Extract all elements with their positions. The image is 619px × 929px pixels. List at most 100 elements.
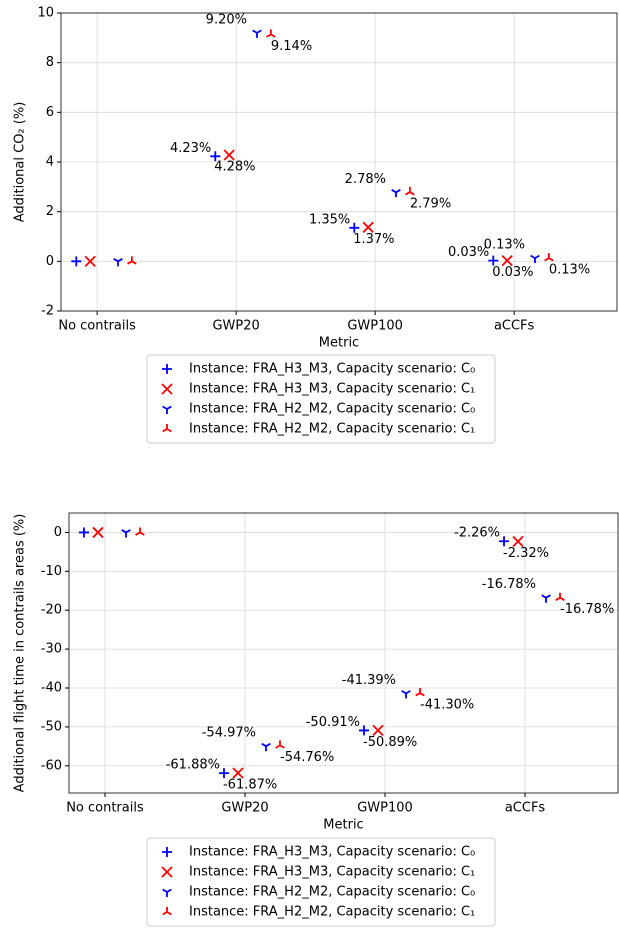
legend-label: Instance: FRA_H3_M3, Capacity scenario: … — [189, 845, 475, 860]
marker — [401, 690, 411, 699]
data-label: -41.30% — [420, 698, 474, 713]
legend-label: Instance: FRA_H3_M3, Capacity scenario: … — [189, 362, 475, 377]
data-label: -50.91% — [306, 715, 360, 730]
data-label: -54.76% — [280, 750, 334, 765]
x-tick-label: aCCFs — [494, 319, 535, 334]
data-label: 0.03% — [448, 245, 489, 260]
x-axis-label: Metric — [319, 336, 359, 351]
y-tick-label: -2 — [41, 304, 54, 319]
marker — [405, 187, 415, 196]
legend-marker — [161, 866, 173, 878]
legend-marker — [162, 888, 172, 897]
x-tick-label: GWP20 — [221, 801, 268, 816]
data-label: 4.23% — [170, 141, 211, 156]
marker — [372, 724, 384, 736]
data-label: -61.87% — [223, 778, 277, 793]
y-axis-label: Additional CO₂ (%) — [13, 102, 28, 223]
marker — [92, 526, 104, 539]
marker — [488, 255, 499, 266]
marker — [127, 256, 137, 265]
marker — [544, 253, 554, 262]
legend-marker — [162, 424, 172, 433]
y-tick-label: -20 — [41, 603, 62, 618]
legend-label: Instance: FRA_H2_M2, Capacity scenario: … — [189, 422, 475, 437]
legend-box — [146, 354, 496, 444]
marker — [359, 725, 370, 736]
legend-box — [146, 837, 496, 927]
marker — [71, 256, 82, 267]
legend-marker — [161, 383, 173, 395]
marker — [135, 527, 145, 536]
x-tick-label: No contrails — [66, 801, 144, 816]
data-label: 9.14% — [271, 39, 312, 54]
data-label: -50.89% — [363, 735, 417, 750]
marker — [391, 189, 401, 198]
marker — [266, 29, 276, 38]
plot-frame — [68, 512, 619, 794]
x-tick-label: GWP100 — [347, 319, 403, 334]
marker — [501, 254, 513, 267]
data-label: -54.97% — [202, 726, 256, 741]
data-label: -2.26% — [454, 526, 500, 541]
marker — [499, 536, 510, 547]
marker — [415, 688, 425, 697]
y-tick-label: 0 — [46, 254, 54, 269]
legend-marker — [162, 907, 172, 916]
marker — [210, 151, 221, 162]
y-tick-label: 2 — [46, 204, 54, 219]
y-tick-label: 0 — [54, 525, 62, 540]
y-tick-label: -40 — [41, 681, 62, 696]
x-tick-label: GWP20 — [212, 319, 259, 334]
y-axis-label: Additional flight time in contrails area… — [13, 514, 28, 793]
data-label: -61.88% — [166, 758, 220, 773]
x-axis-label: Metric — [323, 818, 363, 833]
marker — [530, 254, 540, 264]
y-tick-label: -60 — [41, 758, 62, 773]
y-tick-label: -50 — [41, 719, 62, 734]
marker — [541, 594, 551, 603]
legend-label: Instance: FRA_H2_M2, Capacity scenario: … — [189, 402, 475, 417]
data-label: 2.79% — [410, 197, 451, 212]
data-label: -41.39% — [342, 673, 396, 688]
data-label: -16.78% — [560, 602, 614, 617]
marker — [223, 149, 235, 161]
y-tick-label: 4 — [46, 155, 54, 170]
x-tick-label: aCCFs — [505, 801, 546, 816]
marker — [349, 222, 360, 233]
data-label: 9.20% — [206, 12, 247, 27]
marker — [261, 742, 271, 752]
marker — [113, 258, 123, 267]
y-tick-label: -10 — [41, 564, 62, 579]
legend-label: Instance: FRA_H2_M2, Capacity scenario: … — [189, 905, 475, 920]
x-tick-label: No contrails — [58, 319, 136, 334]
marker — [252, 29, 262, 38]
plot-frame — [60, 12, 618, 312]
x-tick-label: GWP100 — [357, 801, 413, 816]
data-label: -16.78% — [482, 577, 536, 592]
data-label: 0.03% — [492, 265, 533, 280]
marker — [362, 221, 374, 233]
marker — [275, 740, 285, 749]
legend-label: Instance: FRA_H3_M3, Capacity scenario: … — [189, 865, 475, 880]
marker — [218, 768, 229, 779]
marker — [512, 535, 524, 548]
legend-marker — [162, 847, 172, 857]
y-tick-label: -30 — [41, 642, 62, 657]
y-tick-label: 8 — [46, 55, 54, 70]
legend-marker — [162, 405, 172, 414]
legend-marker — [162, 364, 172, 374]
marker — [84, 255, 96, 267]
legend-label: Instance: FRA_H2_M2, Capacity scenario: … — [189, 885, 475, 900]
y-tick-label: 10 — [37, 6, 54, 21]
y-tick-label: 6 — [46, 105, 54, 120]
data-label: 2.78% — [345, 172, 386, 187]
legend-label: Instance: FRA_H3_M3, Capacity scenario: … — [189, 382, 475, 397]
data-label: -2.32% — [503, 546, 549, 561]
data-label: 0.13% — [484, 238, 525, 253]
marker — [555, 592, 565, 601]
data-label: 1.37% — [353, 232, 394, 247]
data-label: 1.35% — [309, 212, 350, 227]
marker — [232, 767, 244, 779]
data-label: 0.13% — [549, 263, 590, 278]
